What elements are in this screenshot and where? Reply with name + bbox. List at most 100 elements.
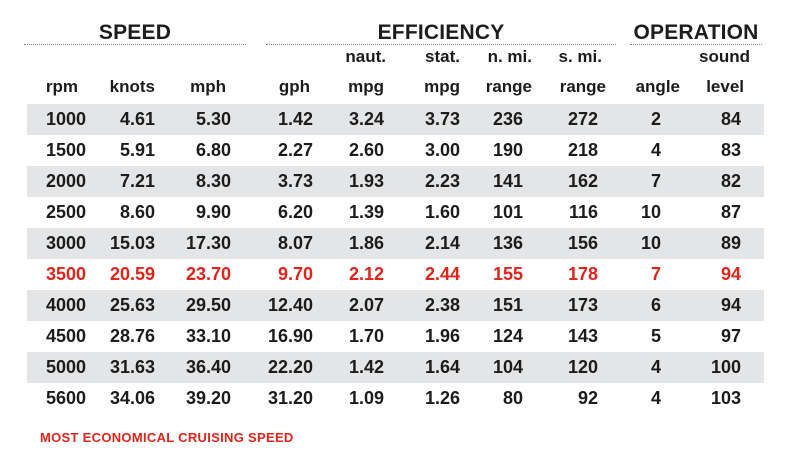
cell-stat-mpg: 2.23 (424, 171, 460, 191)
cell-sound-level: 100 (710, 357, 741, 377)
cell-nmi-range: 80 (502, 388, 523, 408)
cell-smi-range: 143 (567, 326, 598, 346)
cell-rpm: 1000 (45, 109, 86, 129)
cell-angle: 6 (650, 295, 661, 315)
cell-knots: 15.03 (109, 233, 155, 253)
table-row: 1500 5.91 6.80 2.27 2.60 3.00 190 218 4 83 (27, 135, 764, 166)
cell-sound-level: 83 (720, 140, 741, 160)
speed-group-rule (24, 44, 246, 45)
cell-nmi-range: 141 (492, 171, 523, 191)
cell-stat-mpg: 1.64 (424, 357, 460, 377)
cell-mph: 29.50 (185, 295, 231, 315)
cell-angle: 10 (640, 233, 661, 253)
cell-sound-level: 82 (720, 171, 741, 191)
cell-nmi-range: 136 (492, 233, 523, 253)
cell-angle: 5 (650, 326, 661, 346)
cell-sound-level: 103 (710, 388, 741, 408)
cell-gph: 12.40 (267, 295, 313, 315)
cell-mph: 5.30 (195, 109, 231, 129)
cell-naut-mpg: 2.60 (348, 140, 384, 160)
cell-knots: 31.63 (109, 357, 155, 377)
cell-angle: 7 (650, 264, 661, 284)
cell-mph: 39.20 (185, 388, 231, 408)
header-angle: angle (635, 77, 680, 96)
cell-rpm: 2000 (45, 171, 86, 191)
header-naut-line1: naut. (345, 47, 386, 66)
cell-rpm: 3500 (45, 264, 86, 284)
table-row: 5600 34.06 39.20 31.20 1.09 1.26 80 92 4 103 (27, 383, 764, 414)
cell-smi-range: 162 (567, 171, 598, 191)
cell-rpm: 4500 (45, 326, 86, 346)
cell-sound-level: 94 (720, 295, 741, 315)
cell-naut-mpg: 1.39 (348, 202, 384, 222)
header-nmi-line1: n. mi. (487, 47, 532, 66)
cell-angle: 2 (650, 109, 661, 129)
cell-naut-mpg: 1.86 (348, 233, 384, 253)
header-mph: mph (190, 77, 226, 96)
cell-rpm: 5000 (45, 357, 86, 377)
cell-knots: 4.61 (119, 109, 155, 129)
header-nmi-range: range (485, 77, 532, 96)
cell-stat-mpg: 3.73 (424, 109, 460, 129)
cell-mph: 17.30 (185, 233, 231, 253)
cell-knots: 34.06 (109, 388, 155, 408)
cell-knots: 8.60 (119, 202, 155, 222)
cell-angle: 10 (640, 202, 661, 222)
cell-nmi-range: 190 (492, 140, 523, 160)
efficiency-group-title: EFFICIENCY (377, 21, 505, 44)
cell-naut-mpg: 1.42 (348, 357, 384, 377)
cell-nmi-range: 124 (492, 326, 523, 346)
cell-naut-mpg: 1.09 (348, 388, 384, 408)
cell-gph: 22.20 (267, 357, 313, 377)
header-stat-line1: stat. (425, 47, 460, 66)
cell-smi-range: 92 (577, 388, 598, 408)
cell-sound-level: 87 (720, 202, 741, 222)
cell-angle: 4 (650, 388, 661, 408)
cell-naut-mpg: 2.12 (348, 264, 384, 284)
cell-stat-mpg: 2.44 (424, 264, 460, 284)
cell-smi-range: 156 (567, 233, 598, 253)
cell-rpm: 4000 (45, 295, 86, 315)
cell-nmi-range: 236 (492, 109, 523, 129)
header-naut-mpg: mpg (348, 77, 384, 96)
cell-knots: 25.63 (109, 295, 155, 315)
header-smi-range: range (559, 77, 606, 96)
table-row: 1000 4.61 5.30 1.42 3.24 3.73 236 272 2 84 (27, 104, 764, 135)
cell-angle: 4 (650, 140, 661, 160)
header-smi-line1: s. mi. (558, 47, 602, 66)
cell-smi-range: 173 (567, 295, 598, 315)
cell-naut-mpg: 1.70 (348, 326, 384, 346)
cell-gph: 3.73 (277, 171, 313, 191)
cell-mph: 33.10 (185, 326, 231, 346)
cell-gph: 31.20 (267, 388, 313, 408)
cell-knots: 5.91 (119, 140, 155, 160)
cell-sound-level: 84 (720, 109, 741, 129)
economical-speed-note: MOST ECONOMICAL CRUISING SPEED (40, 430, 294, 445)
cell-gph: 8.07 (277, 233, 313, 253)
cell-smi-range: 218 (567, 140, 598, 160)
cell-smi-range: 272 (567, 109, 598, 129)
cell-mph: 36.40 (185, 357, 231, 377)
table-row: 4500 28.76 33.10 16.90 1.70 1.96 124 143 5 97 (27, 321, 764, 352)
cell-nmi-range: 151 (492, 295, 523, 315)
header-rpm: rpm (45, 77, 78, 96)
cell-mph: 23.70 (185, 264, 231, 284)
cell-stat-mpg: 3.00 (424, 140, 460, 160)
header-stat-mpg: mpg (424, 77, 460, 96)
speed-group-title: SPEED (98, 21, 172, 44)
efficiency-group-rule (266, 44, 616, 45)
table-row: 3000 15.03 17.30 8.07 1.86 2.14 136 156 10 89 (27, 228, 764, 259)
cell-mph: 9.90 (195, 202, 231, 222)
cell-knots: 28.76 (109, 326, 155, 346)
cell-stat-mpg: 1.26 (424, 388, 460, 408)
cell-nmi-range: 104 (492, 357, 523, 377)
cell-nmi-range: 155 (492, 264, 523, 284)
table-row: 5000 31.63 36.40 22.20 1.42 1.64 104 120 4 100 (27, 352, 764, 383)
cell-angle: 7 (650, 171, 661, 191)
cell-rpm: 5600 (45, 388, 86, 408)
cell-gph: 2.27 (277, 140, 313, 160)
table-row: 4000 25.63 29.50 12.40 2.07 2.38 151 173 6 94 (27, 290, 764, 321)
cell-sound-level: 94 (720, 264, 741, 284)
header-gph: gph (278, 77, 310, 96)
cell-mph: 8.30 (195, 171, 231, 191)
